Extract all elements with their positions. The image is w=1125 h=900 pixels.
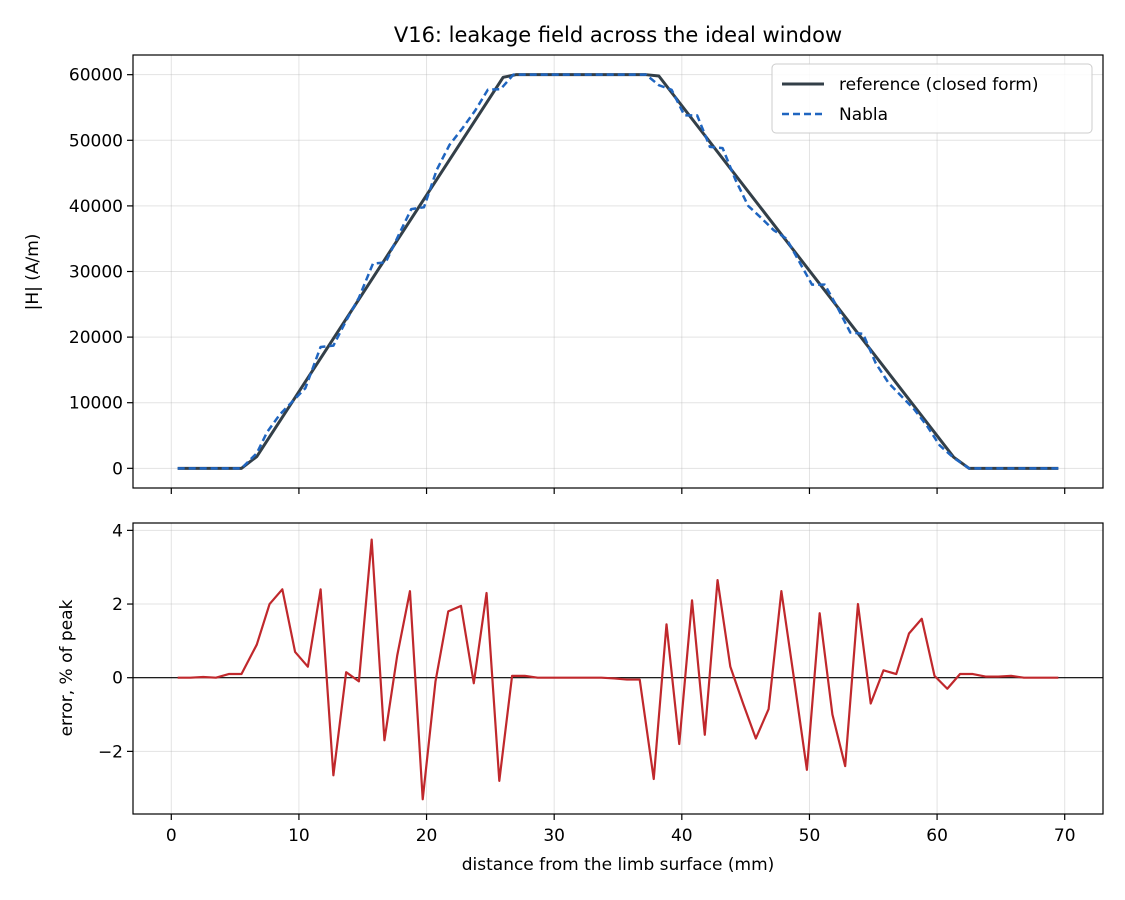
bottom-y-axis-label: error, % of peak [57, 599, 77, 736]
bottom-x-tick-label-40: 40 [671, 826, 693, 846]
top-x-ticks [170, 488, 1066, 494]
bottom-x-tick-label-20: 20 [416, 826, 438, 846]
error-series-line [177, 538, 1059, 801]
bottom-x-tick-label-70: 70 [1054, 826, 1076, 846]
top-y-tick-label-10000: 10000 [69, 394, 123, 414]
top-y-tick-label-40000: 40000 [69, 197, 123, 217]
top-y-tick-label-30000: 30000 [69, 263, 123, 283]
legend-box [771, 63, 1093, 134]
bottom-y-ticks: −2 0 2 4 [98, 521, 133, 762]
bottom-x-tick-label-30: 30 [543, 826, 565, 846]
bottom-x-axis-label: distance from the limb surface (mm) [462, 855, 775, 875]
top-y-ticks: 0 10000 20000 30000 40000 50000 60000 [69, 66, 133, 479]
bottom-x-ticks: 0 10 20 30 40 50 60 70 [166, 814, 1076, 846]
series-line-reference [177, 73, 1059, 470]
legend-label-nabla: Nabla [839, 105, 888, 125]
top-y-tick-label-50000: 50000 [69, 131, 123, 151]
bottom-y-tick-label-0: −2 [98, 742, 123, 762]
legend: reference (closed form) Nabla [771, 63, 1093, 134]
bottom-y-tick-label-3: 4 [112, 521, 123, 541]
top-panel: V16: leakage field across the ideal wind… [23, 23, 1104, 494]
bottom-y-tick-label-1: 0 [112, 669, 123, 689]
bottom-lines [133, 538, 1103, 801]
bottom-x-tick-label-10: 10 [288, 826, 310, 846]
bottom-y-tick-label-2: 2 [112, 595, 123, 615]
top-chart-title: V16: leakage field across the ideal wind… [394, 23, 842, 47]
top-y-axis-label: |H| (A/m) [23, 234, 43, 311]
series-line-nabla [177, 73, 1059, 470]
top-y-tick-label-0: 0 [112, 459, 123, 479]
bottom-x-tick-label-60: 60 [926, 826, 948, 846]
bottom-panel: 0 10 20 30 40 50 60 70 −2 0 2 4 distance from the … [57, 521, 1104, 875]
top-y-tick-label-60000: 60000 [69, 66, 123, 86]
legend-label-reference: reference (closed form) [839, 75, 1038, 95]
bottom-x-tick-label-50: 50 [799, 826, 821, 846]
bottom-axes-frame [132, 522, 1104, 815]
top-lines [177, 73, 1059, 470]
bottom-x-tick-label-0: 0 [166, 826, 177, 846]
top-y-tick-label-20000: 20000 [69, 328, 123, 348]
